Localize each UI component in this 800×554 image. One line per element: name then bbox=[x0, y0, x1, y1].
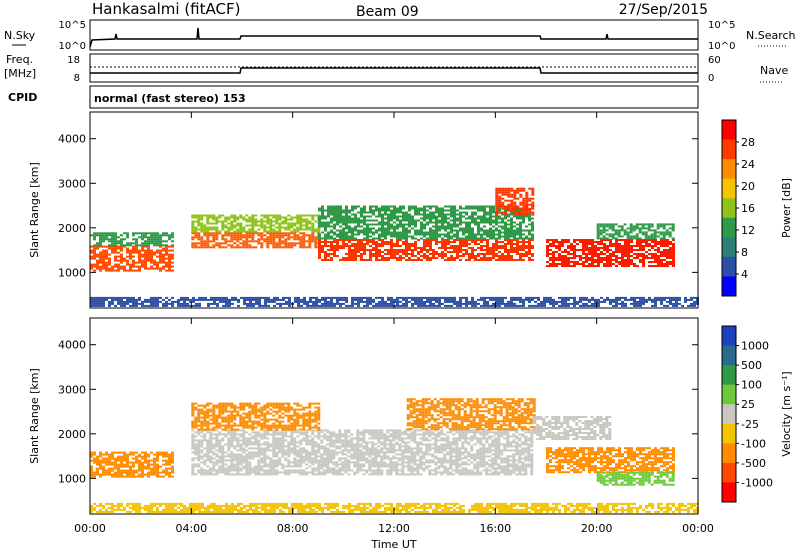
x-axis-label: Time UT bbox=[370, 538, 416, 551]
power-echo-band bbox=[495, 187, 535, 216]
colorbar-swatch bbox=[722, 365, 736, 386]
colorbar-swatch bbox=[722, 384, 736, 405]
power-echo-band bbox=[191, 232, 321, 249]
power-echo-band bbox=[90, 232, 174, 247]
colorbar-tick-label: 12 bbox=[741, 224, 755, 237]
date-title: 27/Sep/2015 bbox=[619, 2, 708, 18]
velocity-echo-band bbox=[533, 416, 612, 440]
colorbar-swatch bbox=[722, 326, 736, 347]
velocity-echo-band bbox=[596, 471, 675, 486]
velocity-ylabel: Slant Range [km] bbox=[28, 368, 41, 464]
colorbar-tick-label: -100 bbox=[741, 437, 766, 450]
colorbar-swatch bbox=[722, 256, 736, 277]
colorbar-tick-label: 8 bbox=[741, 246, 748, 259]
colorbar-swatch bbox=[722, 462, 736, 483]
colorbar-tick-label: 1000 bbox=[741, 340, 769, 353]
colorbar-swatch bbox=[722, 345, 736, 366]
cpid-label: CPID bbox=[8, 91, 37, 104]
velocity-colorbar: 1000 500 100 25 -25 -100 -500 -1000 Velocity [m … bbox=[721, 325, 793, 503]
velocity-echo-band bbox=[90, 451, 174, 478]
velocity-echo-band bbox=[90, 502, 699, 513]
nsearch-tick-top: 10^5 bbox=[708, 20, 735, 31]
colorbar-tick-label: 25 bbox=[741, 398, 755, 411]
colorbar-swatch bbox=[722, 198, 736, 219]
y-tick-label: 3000 bbox=[58, 383, 86, 396]
colorbar-swatch bbox=[722, 443, 736, 464]
x-tick-label: 00:00 bbox=[74, 522, 106, 535]
x-tick-label: 12:00 bbox=[378, 522, 410, 535]
station-title: Hankasalmi (fitACF) bbox=[92, 0, 240, 18]
freq-strip: Freq. [MHz] 18 8 60 0 Nave bbox=[4, 53, 788, 84]
y-tick-label: 1000 bbox=[58, 472, 86, 485]
colorbar-swatch bbox=[722, 120, 736, 141]
velocity-echo-band bbox=[406, 398, 536, 431]
y-tick-label: 4000 bbox=[58, 339, 86, 352]
colorbar-swatch bbox=[722, 178, 736, 199]
nsearch-tick-bottom: 10^0 bbox=[708, 41, 735, 52]
colorbar-tick-label: 24 bbox=[741, 158, 755, 171]
freq-label: Freq. bbox=[6, 53, 33, 66]
colorbar-swatch bbox=[722, 276, 736, 297]
power-panel: 4000 3000 2000 1000 Slant Range [km] 28 24 20 16… bbox=[28, 111, 793, 309]
nsky-strip: N.Sky 10^5 10^0 10^5 10^0 N.Search bbox=[4, 19, 796, 52]
freq-unit: [MHz] bbox=[4, 67, 36, 80]
velocity-echo-band bbox=[191, 429, 534, 476]
power-echo-band bbox=[90, 296, 699, 307]
power-echo-band bbox=[90, 245, 174, 272]
colorbar-swatch bbox=[722, 423, 736, 444]
cpid-strip: CPID normal (fast stereo) 153 bbox=[8, 85, 699, 109]
x-tick-label: 04:00 bbox=[175, 522, 207, 535]
power-colorbar: 28 24 20 16 12 8 4 Power [dB] bbox=[721, 119, 793, 297]
nsky-label: N.Sky bbox=[4, 29, 36, 42]
colorbar-swatch bbox=[722, 404, 736, 425]
colorbar-tick-label: 500 bbox=[741, 359, 762, 372]
nsky-tick-bottom: 10^0 bbox=[59, 41, 86, 52]
velocity-echo-band bbox=[191, 402, 321, 431]
power-echo-band bbox=[318, 205, 534, 240]
y-tick-label: 1000 bbox=[58, 266, 86, 279]
power-ylabel: Slant Range [km] bbox=[28, 162, 41, 258]
colorbar-swatch bbox=[722, 217, 736, 238]
colorbar-tick-label: 20 bbox=[741, 180, 755, 193]
colorbar-tick-label: -25 bbox=[741, 418, 759, 431]
colorbar-tick-label: 4 bbox=[741, 268, 748, 281]
colorbar-swatch bbox=[722, 237, 736, 258]
nave-label: Nave bbox=[760, 64, 788, 77]
y-tick-label: 2000 bbox=[58, 222, 86, 235]
velocity-colorbar-label: Velocity [m s⁻¹] bbox=[780, 371, 793, 456]
x-tick-label: 20:00 bbox=[581, 522, 613, 535]
y-tick-label: 3000 bbox=[58, 177, 86, 190]
colorbar-tick-label: -500 bbox=[741, 457, 766, 470]
colorbar-swatch bbox=[722, 159, 736, 180]
y-tick-label: 4000 bbox=[58, 133, 86, 146]
x-tick-label: 16:00 bbox=[479, 522, 511, 535]
freq-tick-top: 18 bbox=[67, 55, 80, 66]
colorbar-swatch bbox=[722, 139, 736, 160]
x-tick-label: 08:00 bbox=[277, 522, 309, 535]
x-tick-label: 00:00 bbox=[682, 522, 714, 535]
nsky-tick-top: 10^5 bbox=[59, 20, 86, 31]
nave-tick-bottom: 0 bbox=[708, 73, 714, 84]
power-echo-band bbox=[318, 239, 534, 261]
cpid-text: normal (fast stereo) 153 bbox=[94, 92, 246, 105]
power-echo-band bbox=[191, 214, 321, 233]
y-tick-label: 2000 bbox=[58, 428, 86, 441]
beam-title: Beam 09 bbox=[356, 4, 419, 20]
colorbar-swatch bbox=[722, 482, 736, 503]
power-echo-band bbox=[546, 239, 675, 267]
colorbar-tick-label: 16 bbox=[741, 202, 755, 215]
colorbar-tick-label: 100 bbox=[741, 379, 762, 392]
colorbar-tick-label: 28 bbox=[741, 136, 755, 149]
power-echo-band bbox=[596, 223, 675, 240]
colorbar-tick-label: -1000 bbox=[741, 476, 773, 489]
freq-tick-bottom: 8 bbox=[74, 73, 80, 84]
nave-tick-top: 60 bbox=[708, 55, 721, 66]
nsearch-label: N.Search bbox=[746, 29, 796, 42]
time-axis: 00:00 04:00 08:00 12:00 16:00 20:00 00:00 Time … bbox=[74, 522, 714, 551]
power-colorbar-label: Power [dB] bbox=[780, 178, 793, 238]
